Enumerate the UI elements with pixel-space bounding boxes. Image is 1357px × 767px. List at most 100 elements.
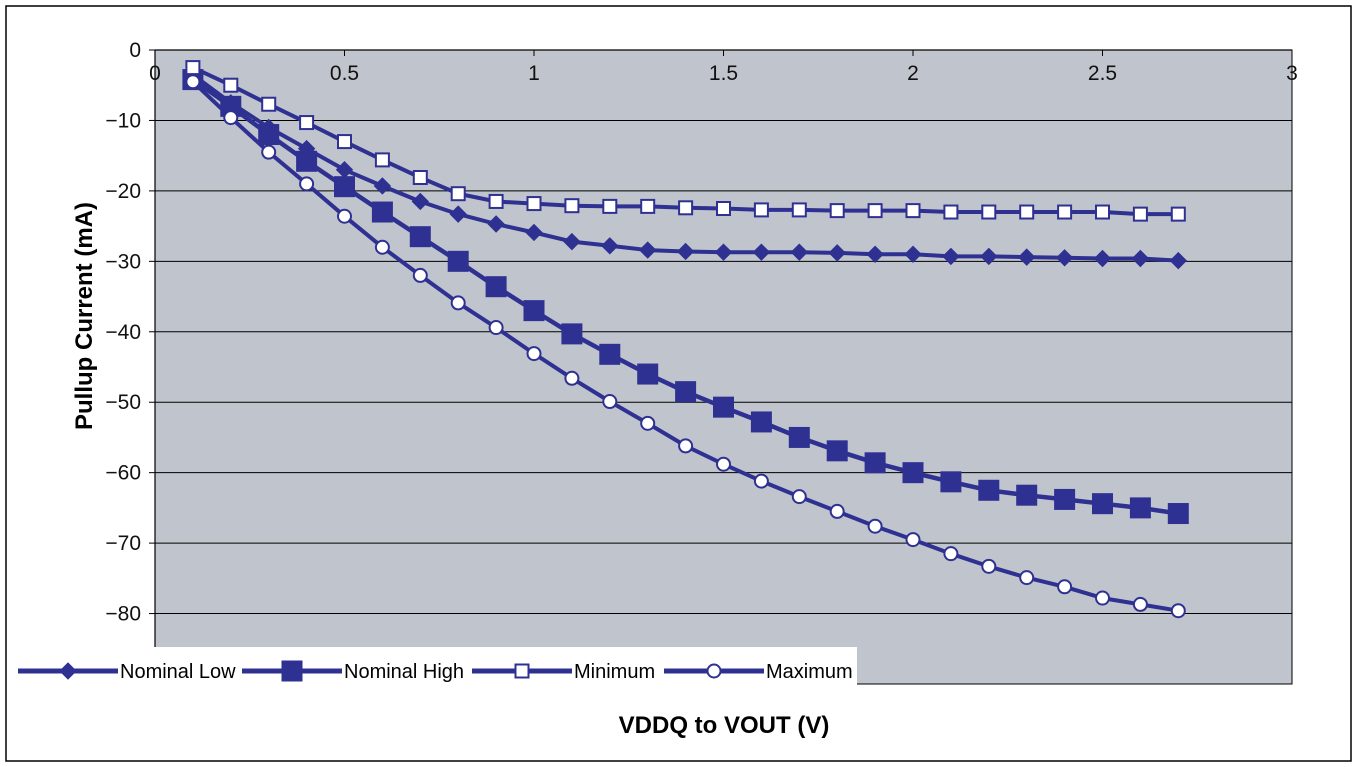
data-point: [334, 176, 355, 198]
data-point: [450, 186, 466, 202]
legend-label: Nominal High: [344, 661, 464, 683]
data-point: [447, 250, 469, 272]
data-point: [1129, 497, 1151, 519]
data-point: [791, 202, 807, 218]
series-nominal-high: [182, 69, 1189, 525]
data-point: [750, 411, 772, 433]
y-tick-label: −20: [105, 180, 141, 203]
legend-marker: [281, 660, 303, 682]
data-point: [374, 152, 390, 168]
y-tick-label: −40: [105, 321, 141, 344]
data-point: [905, 203, 921, 219]
data-point: [981, 204, 997, 220]
data-point: [602, 394, 618, 410]
data-point: [409, 226, 431, 248]
data-point: [640, 198, 656, 214]
data-point: [1170, 206, 1186, 222]
data-point: [942, 247, 960, 266]
data-point: [1131, 249, 1150, 268]
data-point: [638, 241, 657, 259]
data-point: [790, 243, 809, 261]
data-point: [488, 320, 504, 336]
y-axis-ticks: 0 −10 −20 −30 −40 −50 −60 −70 −80: [105, 39, 155, 626]
series-maximum: [185, 74, 1186, 619]
data-point: [526, 196, 542, 212]
data-point: [1093, 249, 1112, 268]
data-point: [1169, 251, 1188, 270]
legend-item-nominal-high: Nominal High: [242, 660, 464, 683]
data-point: [412, 267, 428, 283]
data-point: [902, 462, 924, 484]
x-axis-ticks: 0 0.5 1 1.5 2 2.5 3: [149, 50, 1298, 85]
legend-marker: [706, 663, 722, 679]
data-point: [450, 295, 466, 311]
series-group: [182, 60, 1189, 619]
data-point: [1132, 206, 1148, 222]
data-point: [713, 396, 734, 418]
x-tick-label: 2: [907, 62, 919, 85]
data-point: [716, 456, 731, 472]
legend-item-minimum: Minimum: [472, 661, 655, 683]
data-point: [1055, 249, 1074, 267]
data-point: [337, 134, 352, 150]
data-point: [561, 323, 583, 345]
data-point: [371, 201, 393, 223]
data-point: [826, 440, 848, 462]
y-axis-title: Pullup Current (mA): [71, 202, 98, 430]
data-point: [564, 370, 580, 386]
legend: Nominal Low Nominal High Minimum Maximum: [14, 647, 857, 695]
data-point: [753, 202, 769, 218]
data-point: [485, 276, 507, 298]
y-tick-label: −10: [105, 109, 141, 132]
data-point: [1132, 596, 1148, 612]
data-point: [564, 198, 580, 214]
data-point: [753, 473, 769, 489]
data-point: [296, 150, 318, 172]
legend-item-maximum: Maximum: [664, 661, 853, 683]
legend-label: Nominal Low: [120, 661, 236, 683]
data-point: [788, 426, 810, 448]
data-point: [1054, 488, 1076, 510]
data-point: [640, 415, 656, 431]
data-point: [223, 110, 239, 126]
x-tick-label: 1.5: [709, 62, 738, 85]
legend-label: Maximum: [766, 661, 853, 683]
data-point: [1057, 579, 1073, 595]
legend-item-nominal-low: Nominal Low: [18, 661, 236, 683]
y-tick-label: −60: [105, 462, 141, 485]
data-point: [828, 244, 846, 262]
data-point: [563, 232, 581, 251]
data-point: [411, 192, 430, 211]
data-point: [488, 193, 504, 209]
data-point: [752, 243, 771, 261]
data-point: [943, 204, 959, 220]
x-tick-label: 0: [149, 62, 161, 85]
y-tick-label: −70: [105, 532, 141, 555]
data-point: [412, 170, 428, 186]
data-point: [487, 215, 505, 233]
data-point: [261, 96, 277, 112]
data-point: [185, 60, 201, 76]
data-point: [866, 245, 884, 263]
data-point: [601, 237, 619, 255]
x-tick-label: 0.5: [330, 62, 359, 85]
data-point: [980, 247, 998, 266]
data-point: [258, 124, 280, 146]
y-tick-label: 0: [129, 39, 141, 62]
data-point: [981, 558, 997, 574]
data-point: [867, 518, 883, 534]
x-axis-title: VDDQ to VOUT (V): [619, 712, 830, 739]
data-point: [1019, 570, 1035, 586]
data-point: [599, 343, 621, 365]
data-point: [867, 203, 883, 219]
x-tick-label: 3: [1286, 62, 1298, 85]
data-point: [299, 176, 315, 192]
data-point: [261, 144, 277, 160]
legend-marker: [514, 663, 530, 679]
data-point: [716, 201, 731, 216]
data-point: [829, 503, 845, 519]
data-point: [637, 363, 659, 385]
y-tick-label: −80: [105, 603, 141, 626]
legend-label: Minimum: [574, 661, 655, 683]
